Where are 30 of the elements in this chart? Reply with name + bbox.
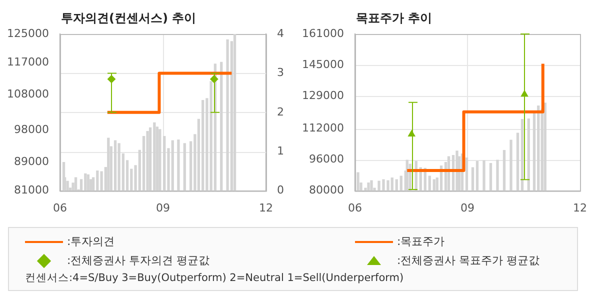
y-tick-label: 145000 — [302, 58, 344, 71]
x-tick-label: 12 — [259, 201, 273, 214]
y-tick-label: 89000 — [14, 155, 49, 168]
y2-tick-label: 1 — [277, 144, 284, 158]
y2-tick-label: 3 — [277, 66, 284, 80]
y-tick-label: 161000 — [302, 26, 344, 40]
x-tick-label: 06 — [52, 201, 67, 214]
chart-title: 투자의견(컨센서스) 추이 — [60, 11, 196, 25]
legend-label: :전체증권사 목표주가 평균값 — [397, 253, 540, 268]
y-tick-label: 96000 — [308, 152, 344, 166]
legend-label: :전체증권사 투자의견 평균값 — [67, 253, 210, 268]
y-tick-label: 108000 — [6, 87, 49, 100]
x-tick-label: 06 — [348, 201, 362, 214]
x-tick-label: 09 — [156, 201, 170, 214]
x-tick-label: 12 — [573, 201, 587, 214]
y-tick-label: 81000 — [14, 184, 49, 197]
y-tick-label: 98000 — [14, 123, 49, 136]
text: 컨센서스:4=S/Buy 3=Buy(Outperform) 2=Neutral 1=Sell(Underperform) — [25, 271, 404, 285]
legend-label: :목표주가 — [397, 234, 445, 249]
y-tick-label: 125000 — [6, 26, 49, 40]
y-tick-label: 129000 — [302, 88, 344, 102]
chart-title: 목표주가 추이 — [356, 11, 432, 25]
legend-label: :투자의견 — [67, 234, 115, 249]
y2-tick-label: 0 — [277, 184, 284, 197]
x-tick-label: 09 — [460, 201, 474, 214]
y-tick-label: 112000 — [302, 122, 344, 135]
y2-tick-label: 2 — [277, 105, 284, 118]
y2-tick-label: 4 — [277, 26, 284, 40]
y-tick-label: 117000 — [6, 55, 49, 68]
y-tick-label: 80000 — [308, 184, 344, 197]
